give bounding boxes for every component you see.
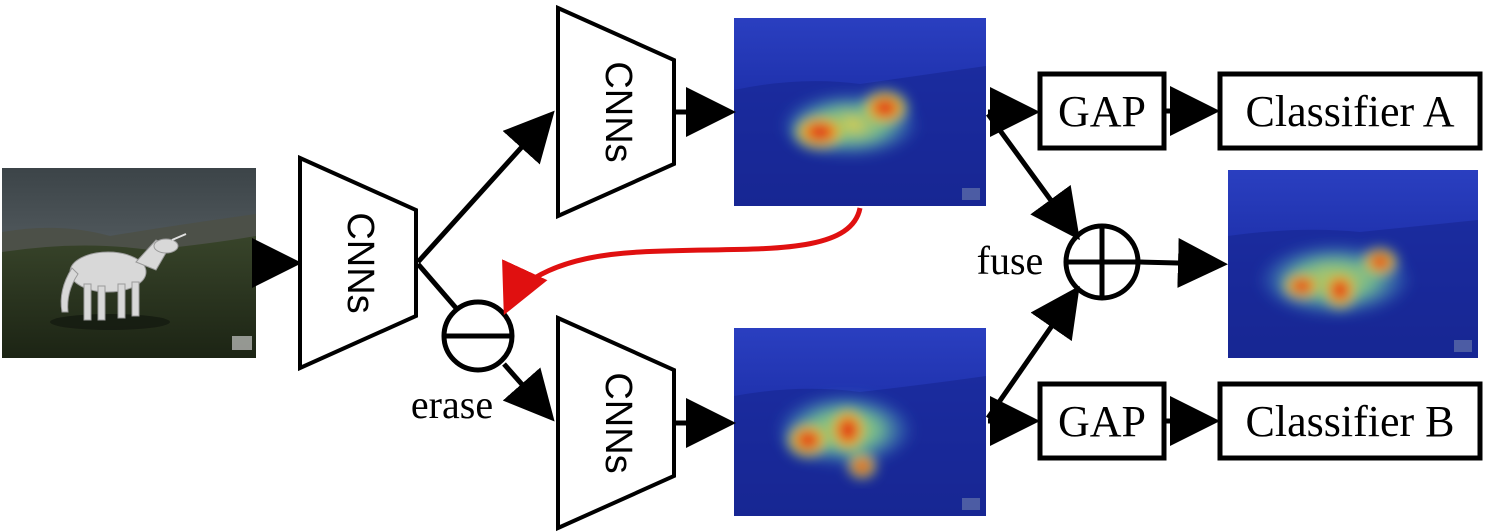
classifier-a-label: Classifier A — [1246, 87, 1455, 136]
cnn-top-block: CNNs — [556, 4, 676, 220]
cnn-bottom-label: CNNs — [597, 372, 639, 473]
arrow-top-heatmap-to-fuse — [985, 112, 1080, 241]
arrow-bottom-heatmap-to-fuse — [985, 285, 1080, 420]
erase-label: erase — [411, 382, 493, 427]
input-image — [2, 168, 256, 358]
erase-feedback-arrow — [502, 207, 863, 316]
cnn-top-label: CNNs — [597, 61, 639, 162]
arrow-erase-to-bottom — [502, 362, 555, 422]
heatmap-fused — [1228, 170, 1478, 358]
heatmap-bottom — [734, 328, 986, 516]
heatmap-top — [734, 18, 986, 206]
cnn-main-label: CNNs — [339, 212, 381, 313]
gap-bottom-box: GAP — [1037, 381, 1167, 461]
classifier-a-box: Classifier A — [1217, 71, 1483, 151]
arrow-cnn-to-erase — [416, 262, 458, 310]
erase-operator — [441, 299, 515, 373]
flow-arrows — [252, 86, 1228, 448]
fuse-operator — [1063, 223, 1141, 301]
gap-top-label: GAP — [1058, 87, 1146, 136]
classifier-b-box: Classifier B — [1217, 381, 1483, 461]
arrow-cnn-to-top — [416, 110, 555, 264]
fuse-label: fuse — [977, 238, 1044, 283]
arrow-fuse-to-output — [1139, 237, 1228, 288]
classifier-b-label: Classifier B — [1246, 397, 1455, 446]
cnn-bottom-block: CNNs — [556, 314, 676, 532]
cnn-main-block: CNNs — [298, 154, 418, 372]
gap-top-box: GAP — [1037, 71, 1167, 151]
gap-bottom-label: GAP — [1058, 397, 1146, 446]
